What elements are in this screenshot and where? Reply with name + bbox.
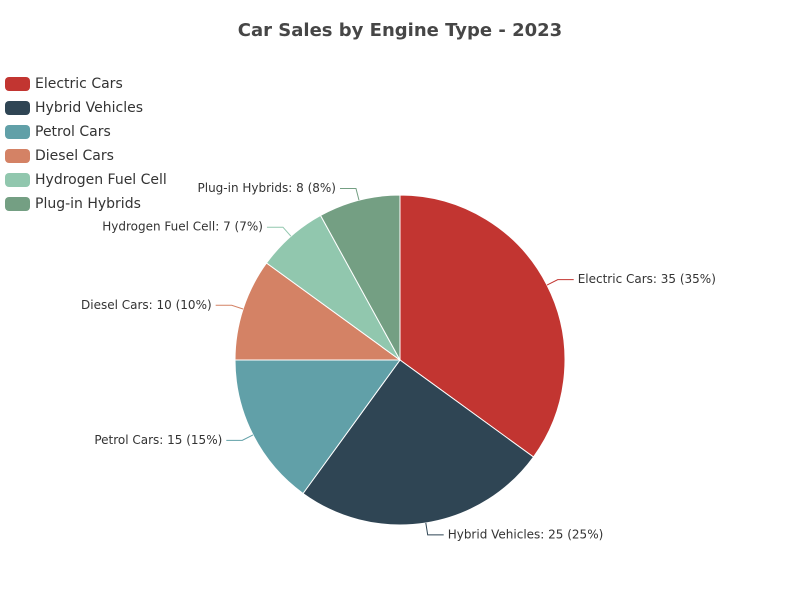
legend: Electric Cars Hybrid Vehicles Petrol Car…	[5, 72, 167, 216]
label-leader-line	[339, 188, 360, 201]
legend-label: Diesel Cars	[35, 148, 114, 164]
legend-label: Plug-in Hybrids	[35, 196, 141, 212]
legend-label: Hydrogen Fuel Cell	[35, 172, 167, 188]
legend-swatch	[5, 149, 30, 163]
slice-label: Petrol Cars: 15 (15%)	[94, 433, 222, 447]
legend-label: Petrol Cars	[35, 124, 111, 140]
legend-label: Hybrid Vehicles	[35, 100, 144, 116]
slice-label: Plug-in Hybrids: 8 (8%)	[198, 181, 336, 195]
legend-swatch	[5, 197, 30, 211]
legend-swatch	[5, 101, 30, 115]
chart-title: Car Sales by Engine Type - 2023	[237, 20, 563, 41]
legend-item-petrol-cars[interactable]: Petrol Cars	[5, 120, 167, 144]
legend-swatch	[5, 77, 30, 91]
label-leader-line	[425, 522, 444, 536]
slice-label: Hydrogen Fuel Cell: 7 (7%)	[102, 220, 263, 234]
legend-item-diesel-cars[interactable]: Diesel Cars	[5, 144, 167, 168]
label-leader-line	[226, 434, 254, 441]
legend-swatch	[5, 173, 30, 187]
slice-label: Diesel Cars: 10 (10%)	[81, 298, 212, 312]
legend-item-plug-in-hybrids[interactable]: Plug-in Hybrids	[5, 192, 167, 216]
label-leader-line	[266, 226, 292, 237]
label-leader-line	[546, 279, 574, 286]
legend-item-hydrogen-fuel-cell[interactable]: Hydrogen Fuel Cell	[5, 168, 167, 192]
slice-label: Electric Cars: 35 (35%)	[578, 272, 716, 286]
label-leader-line	[215, 304, 244, 310]
pie-slice-petrol-cars[interactable]	[234, 359, 401, 495]
pie-slice-hybrid-vehicles[interactable]	[302, 359, 535, 526]
legend-item-electric-cars[interactable]: Electric Cars	[5, 72, 167, 96]
legend-label: Electric Cars	[35, 76, 123, 92]
slice-label: Hybrid Vehicles: 25 (25%)	[448, 527, 604, 541]
legend-swatch	[5, 125, 30, 139]
legend-item-hybrid-vehicles[interactable]: Hybrid Vehicles	[5, 96, 167, 120]
